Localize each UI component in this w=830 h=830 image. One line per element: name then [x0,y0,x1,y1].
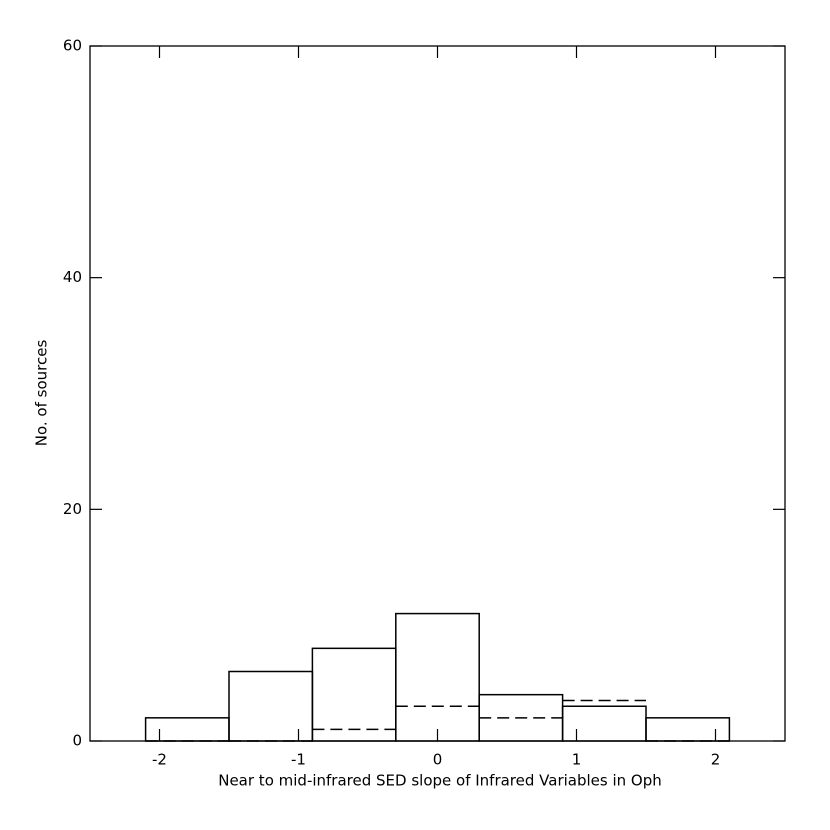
y-tick-label: 60 [63,37,82,55]
hist-bar [228,670,314,742]
x-tick-label: 1 [572,751,582,769]
hist-bar [311,647,397,742]
hist-bar [561,705,647,742]
y-tick-label: 20 [63,500,82,518]
x-tick-label: -1 [291,751,306,769]
y-axis-label: No. of sources [33,340,51,447]
x-tick-label: 0 [433,751,443,769]
hist-bar [395,612,480,742]
x-axis-label: Near to mid-infrared SED slope of Infrar… [218,772,662,790]
x-tick-label: -2 [152,751,167,769]
y-tick-label: 40 [63,268,82,286]
hist-bar [645,717,731,742]
plot-frame [89,45,786,742]
hist-bar [144,717,230,742]
x-tick-label: 2 [711,751,721,769]
y-tick-label: 0 [72,732,82,750]
